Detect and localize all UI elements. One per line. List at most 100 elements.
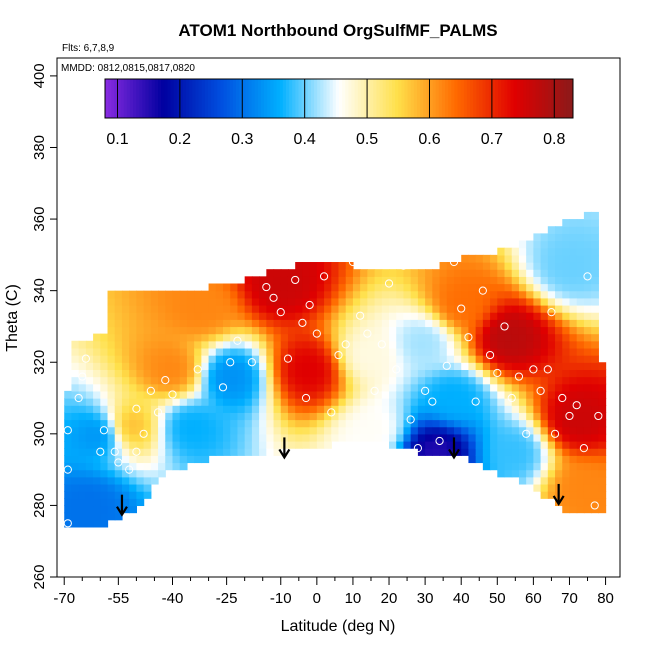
heatmap-cell <box>555 426 563 435</box>
heatmap-cell <box>410 440 419 449</box>
heatmap-cell <box>490 419 498 428</box>
heatmap-cell <box>367 304 376 313</box>
heatmap-cell <box>114 347 123 356</box>
heatmap-cell <box>244 333 253 342</box>
heatmap-cell <box>547 276 556 285</box>
heatmap-cell <box>338 262 347 270</box>
heatmap-cell <box>309 362 318 370</box>
heatmap-cell <box>280 390 289 399</box>
arrow-marker <box>448 437 460 460</box>
heatmap-cell <box>280 326 289 335</box>
heatmap-cell <box>511 390 520 399</box>
heatmap-cell <box>410 312 419 320</box>
heatmap-cell <box>360 326 368 335</box>
heatmap-cell <box>316 369 325 378</box>
heatmap-cell <box>259 376 267 385</box>
heatmap-cell <box>562 297 571 306</box>
heatmap-cell <box>410 269 419 277</box>
heatmap-cell <box>583 326 592 335</box>
heatmap-cell <box>107 426 116 435</box>
heatmap-cell <box>468 426 477 435</box>
heatmap-cell <box>266 290 275 299</box>
heatmap-cell <box>345 433 354 442</box>
heatmap-cell <box>583 219 592 227</box>
colorbar-swatch <box>398 79 402 118</box>
heatmap-cell <box>583 297 592 306</box>
sample-point <box>341 340 350 349</box>
heatmap-cell <box>121 491 130 499</box>
heatmap-cell <box>172 405 181 413</box>
heatmap-cell <box>230 405 239 413</box>
heatmap-cell <box>533 355 542 363</box>
colorbar-tick-label: 0.2 <box>169 131 191 148</box>
heatmap-cell <box>78 419 87 428</box>
heatmap-cell <box>547 426 556 435</box>
heatmap-cell <box>446 312 455 320</box>
heatmap-cell <box>468 355 477 363</box>
heatmap-cell <box>114 412 123 421</box>
heatmap-cell <box>251 319 260 328</box>
heatmap-cell <box>295 333 304 342</box>
heatmap-cell <box>511 276 520 285</box>
heatmap-cell <box>410 405 419 413</box>
heatmap-cell <box>490 254 498 263</box>
heatmap-cell <box>208 340 217 349</box>
heatmap-cell <box>453 362 462 370</box>
colorbar-swatch <box>526 79 530 118</box>
heatmap-cell <box>576 455 585 464</box>
sample-point <box>536 386 545 395</box>
heatmap-cell <box>482 347 491 356</box>
heatmap-cell <box>461 326 470 335</box>
heatmap-cell <box>280 290 289 299</box>
heatmap-cell <box>208 433 217 442</box>
heatmap-cell <box>150 319 159 328</box>
heatmap-cell <box>569 455 578 464</box>
colorbar-swatch <box>448 79 452 118</box>
sample-point <box>233 336 242 345</box>
heatmap-cell <box>295 355 304 363</box>
heatmap-cell <box>201 426 210 435</box>
heatmap-cell <box>100 505 109 514</box>
heatmap-cell <box>100 390 109 399</box>
x-tick-label: 50 <box>489 590 506 607</box>
heatmap-cell <box>540 326 549 335</box>
heatmap-cell <box>93 469 101 478</box>
heatmap-cell <box>352 390 361 399</box>
heatmap-cell <box>569 340 578 349</box>
heatmap-cell <box>93 398 101 406</box>
heatmap-cell <box>324 283 332 292</box>
heatmap-cell <box>511 247 520 256</box>
heatmap-cell <box>482 448 491 456</box>
heatmap-cell <box>576 233 585 242</box>
heatmap-cell <box>497 254 506 263</box>
heatmap-cell <box>309 440 318 449</box>
heatmap-cell <box>381 433 390 442</box>
heatmap-cell <box>237 362 246 370</box>
heatmap-cell <box>316 262 325 270</box>
heatmap-cell <box>389 426 397 435</box>
heatmap-cell <box>410 398 419 406</box>
heatmap-cell <box>417 326 426 335</box>
heatmap-cell <box>331 355 340 363</box>
heatmap-cell <box>526 383 534 392</box>
heatmap-cell <box>107 433 116 442</box>
heatmap-cell <box>266 412 275 421</box>
heatmap-cell <box>316 390 325 399</box>
heatmap-cell <box>215 433 224 442</box>
colorbar-swatch <box>463 79 468 118</box>
heatmap-cell <box>208 297 217 306</box>
heatmap-cell <box>403 340 412 349</box>
heatmap-cell <box>583 283 592 292</box>
heatmap-cell <box>547 254 556 263</box>
heatmap-cell <box>562 333 571 342</box>
heatmap-cell <box>287 390 296 399</box>
heatmap-cell <box>266 405 275 413</box>
heatmap-cell <box>194 304 202 313</box>
heatmap-cell <box>295 312 304 320</box>
colorbar-swatch <box>301 79 306 118</box>
heatmap-cell <box>331 304 340 313</box>
heatmap-cell <box>576 440 585 449</box>
heatmap-cell <box>396 319 405 328</box>
heatmap-cell <box>93 362 101 370</box>
colorbar-swatch <box>276 79 281 118</box>
